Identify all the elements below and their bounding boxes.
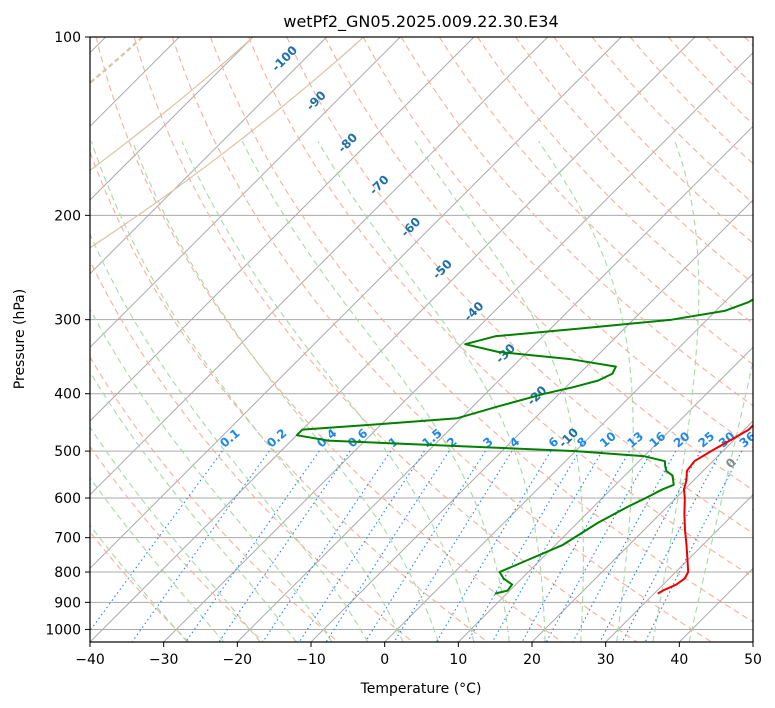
isotherm-line xyxy=(531,420,753,642)
moist-adiabat xyxy=(241,141,510,642)
y-axis-title: Pressure (hPa) xyxy=(12,289,28,389)
x-tick-label: −30 xyxy=(149,652,179,668)
y-axis-ticks: 100 200 300 400 500 600 700 800 900 1000 xyxy=(45,30,90,638)
mixing-ratio-line xyxy=(262,450,392,642)
y-tick-label: 100 xyxy=(54,30,81,46)
profile-series xyxy=(295,298,753,595)
moist-adiabat xyxy=(317,141,546,642)
mixing-ratio-line xyxy=(218,450,351,642)
y-tick-label: 300 xyxy=(54,313,81,329)
dry-adiabat xyxy=(171,37,712,642)
x-tick-label: 20 xyxy=(523,652,541,668)
y-tick-label: 1000 xyxy=(45,622,81,638)
background-lines xyxy=(90,37,753,642)
x-tick-label: 50 xyxy=(744,652,762,668)
moist-adiabat xyxy=(414,140,584,642)
moist-adiabat xyxy=(652,141,700,642)
y-tick-label: 500 xyxy=(54,444,81,460)
moist-adiabat xyxy=(132,141,440,642)
moist-adiabat xyxy=(90,524,188,642)
x-tick-label: 0 xyxy=(380,652,389,668)
dry-adiabat xyxy=(248,37,753,578)
moist-adiabat xyxy=(90,307,333,642)
isotherm-line xyxy=(90,37,328,275)
dry-adiabat xyxy=(324,37,753,491)
stratosphere-curve xyxy=(90,37,364,249)
dry-adiabat xyxy=(209,37,753,623)
dewpoint-line xyxy=(295,298,753,595)
isotherm-line xyxy=(90,37,622,570)
isotherm-line xyxy=(90,37,549,496)
dry-adiabat xyxy=(90,445,264,642)
dry-adiabat xyxy=(286,37,753,534)
mixing-ratio-line xyxy=(545,450,653,642)
y-tick-label: 800 xyxy=(54,565,81,581)
isotherm-line xyxy=(90,37,401,349)
x-tick-label: 10 xyxy=(449,652,467,668)
isotherm-line xyxy=(384,272,753,642)
mixing-ratio-line xyxy=(325,450,450,642)
isotherm-line xyxy=(605,493,753,642)
dry-adiabat xyxy=(591,37,753,204)
dry-adiabat xyxy=(90,259,414,642)
mixing-ratio-line xyxy=(599,450,701,642)
moist-adiabat xyxy=(538,140,634,642)
y-tick-label: 700 xyxy=(54,531,81,547)
y-tick-label: 600 xyxy=(54,491,81,507)
dry-adiabat xyxy=(133,37,638,642)
mixing-ratio-line xyxy=(491,450,603,642)
moist-adiabat xyxy=(90,370,297,642)
x-tick-label: −40 xyxy=(75,652,105,668)
x-tick-label: 40 xyxy=(670,652,688,668)
dry-adiabat-label: 10 xyxy=(749,497,771,519)
isotherm-line xyxy=(163,51,753,642)
isotherm-line xyxy=(90,37,254,201)
temperature-line xyxy=(657,423,753,595)
mixing-ratio-line xyxy=(298,450,425,642)
y-tick-label: 900 xyxy=(54,595,81,611)
isotherm-line xyxy=(457,346,753,642)
moist-adiabat xyxy=(90,426,261,642)
mixing-ratio-line xyxy=(644,450,743,642)
dry-adiabat xyxy=(400,37,753,407)
chart-title: wetPf2_GN05.2025.009.22.30.E34 xyxy=(283,12,558,32)
mixing-ratio-line xyxy=(521,450,630,642)
dry-adiabat xyxy=(90,355,339,642)
stratosphere-curve xyxy=(90,37,254,172)
dry-adiabat xyxy=(362,37,753,449)
mixing-ratio-line xyxy=(621,450,722,642)
moist-adiabat xyxy=(181,141,475,642)
moist-adiabat xyxy=(688,358,753,642)
plot-frame xyxy=(89,36,754,643)
x-axis-title: Temperature (°C) xyxy=(360,681,482,697)
x-tick-label: −20 xyxy=(223,652,253,668)
dry-adiabat xyxy=(95,37,563,642)
y-tick-label: 200 xyxy=(54,208,81,224)
x-tick-label: 30 xyxy=(597,652,615,668)
isotherm-line xyxy=(90,37,696,642)
isotherm-line xyxy=(90,37,475,422)
x-tick-label: −10 xyxy=(296,652,326,668)
y-tick-label: 400 xyxy=(54,387,81,403)
dry-adiabat xyxy=(438,37,753,366)
x-axis-ticks: −40 −30 −20 −10 0 10 20 30 40 50 xyxy=(75,642,762,668)
moist-adiabat xyxy=(90,476,225,642)
dry-adiabat xyxy=(553,37,753,244)
isotherm-line xyxy=(236,125,753,642)
mixing-ratio-line xyxy=(435,450,552,642)
mixing-ratio-line xyxy=(467,450,580,642)
moist-adiabat xyxy=(90,141,404,642)
mixing-ratio-line xyxy=(90,450,223,632)
